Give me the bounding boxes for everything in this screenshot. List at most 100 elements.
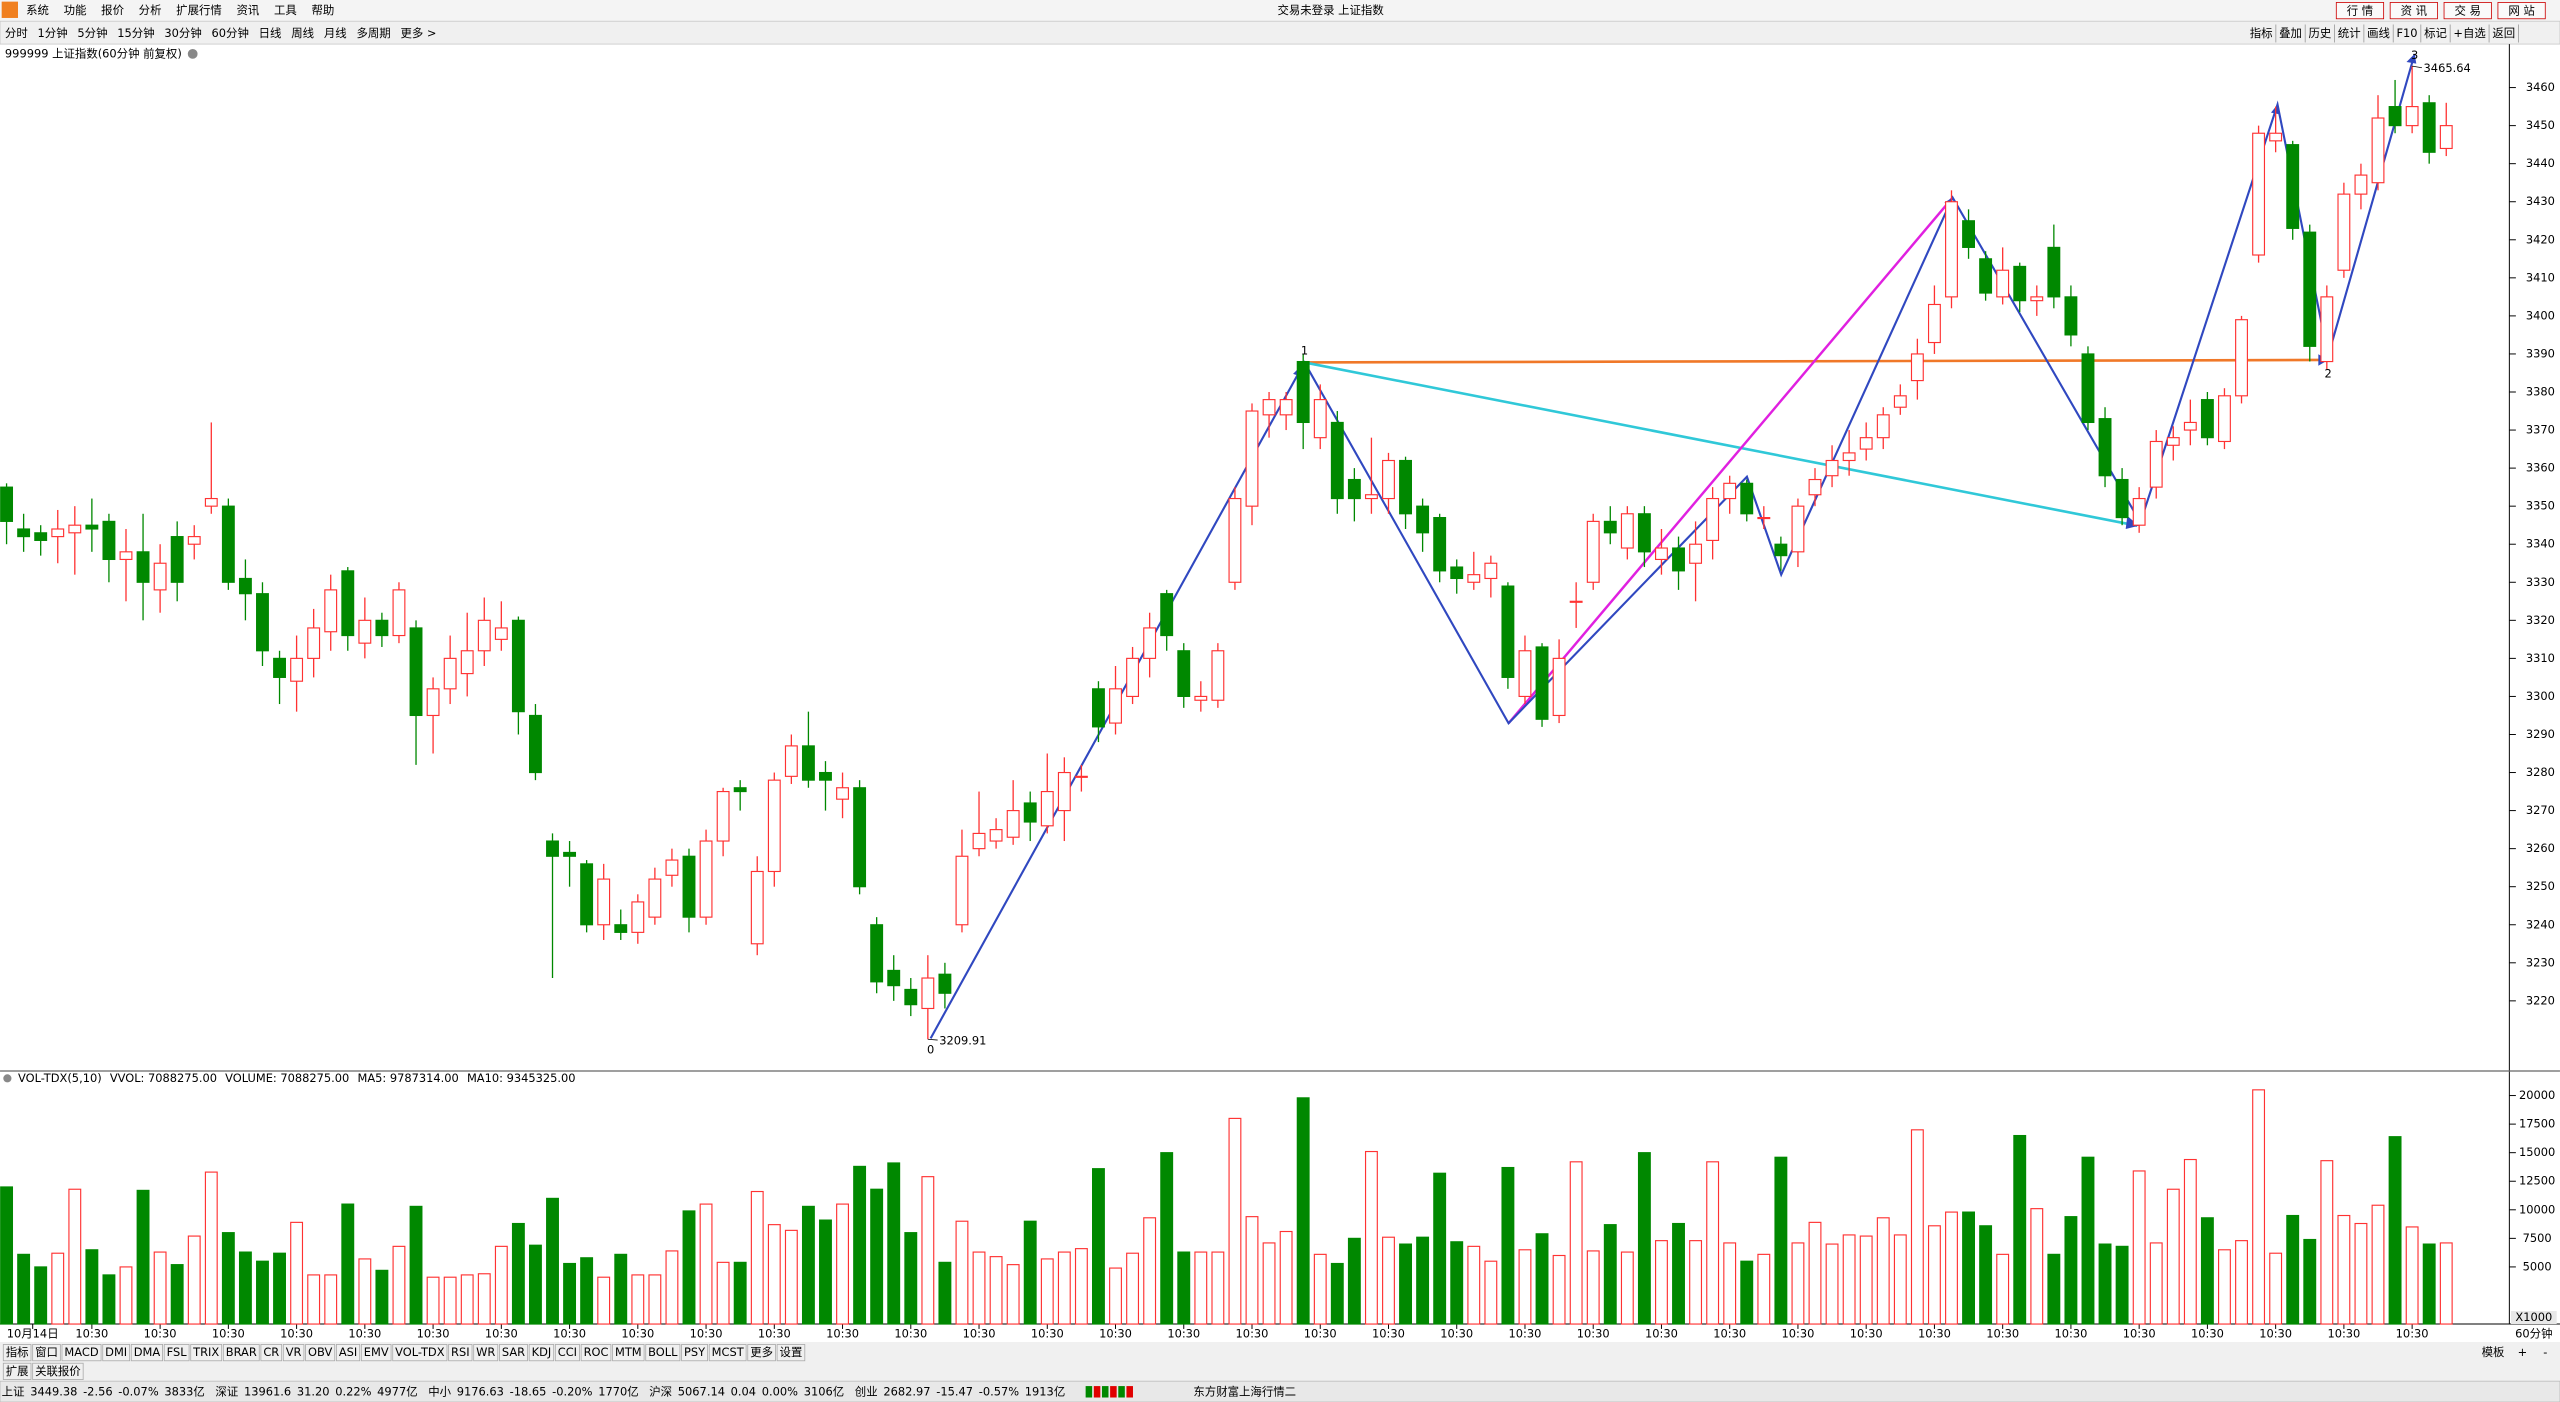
indicator-tab[interactable]: RSI (451, 1345, 470, 1359)
indicator-tab[interactable]: ASI (339, 1345, 357, 1359)
menu-item[interactable]: 报价 (101, 3, 124, 17)
candle-body (801, 745, 815, 781)
candle-body (1347, 478, 1361, 500)
indicator-tab[interactable]: BOLL (648, 1345, 678, 1359)
volume-bar (1279, 1230, 1293, 1325)
tool-button[interactable]: 画线 (2367, 26, 2390, 40)
chart-title: 999999 上证指数(60分钟 前复权) (5, 46, 182, 60)
candle-body (1279, 399, 1293, 416)
candle-body (767, 779, 781, 873)
tool-button[interactable]: 返回 (2492, 26, 2515, 40)
candle-body (597, 878, 611, 926)
menu-item[interactable]: 分析 (139, 3, 162, 17)
volume-bar (1518, 1249, 1532, 1325)
menu-item[interactable]: 资讯 (237, 3, 260, 17)
window-button-frame (2389, 2, 2438, 20)
indicator-tab[interactable]: FSL (167, 1345, 188, 1359)
indicator-tab[interactable]: 指标 (6, 1345, 29, 1359)
indicator-tab[interactable]: 更多 (750, 1345, 773, 1359)
indicator-tab[interactable]: MACD (64, 1345, 98, 1359)
period-tab[interactable]: 多周期 (356, 26, 390, 40)
indicator-tab[interactable]: ROC (584, 1345, 609, 1359)
volume-bar (529, 1244, 542, 1325)
y-tick-label: 3450 (2526, 118, 2555, 132)
indicator-tab[interactable]: WR (476, 1345, 495, 1359)
volume-bar (972, 1251, 986, 1325)
indicator-tab[interactable]: CCI (558, 1345, 577, 1359)
indicator-tab[interactable]: VR (286, 1345, 302, 1359)
tool-button[interactable]: +自选 (2453, 26, 2486, 40)
indicator-tab[interactable]: DMA (134, 1345, 161, 1359)
tool-button[interactable]: 统计 (2338, 26, 2361, 40)
window-button[interactable]: 交 易 (2454, 3, 2480, 17)
period-tab[interactable]: 5分钟 (77, 26, 107, 40)
title-icon (187, 48, 198, 59)
period-tab[interactable]: 更多 > (401, 26, 437, 40)
wave-label: 0 (927, 1042, 934, 1056)
indicator-tab[interactable]: BRAR (226, 1345, 257, 1359)
volume-bar (1927, 1225, 1941, 1325)
menu-item[interactable]: 扩展行情 (176, 3, 222, 17)
right-control[interactable]: 模板 (2482, 1345, 2505, 1359)
period-tab[interactable]: 分时 (5, 26, 28, 40)
period-tab[interactable]: 周线 (291, 26, 314, 40)
period-tab[interactable]: 月线 (324, 26, 347, 40)
indicator-tab[interactable]: CR (263, 1345, 279, 1359)
menu-item[interactable]: 功能 (64, 3, 87, 17)
candle-body (1655, 547, 1668, 561)
volume-bar (1791, 1242, 1805, 1325)
tool-button[interactable]: 标记 (2424, 26, 2447, 40)
volume-bar (2320, 1160, 2334, 1325)
menu-item[interactable]: 工具 (274, 3, 297, 17)
menu-item[interactable]: 系统 (26, 3, 49, 17)
indicator-tab[interactable]: EMV (364, 1345, 389, 1359)
status-amount: 1770亿 (598, 1384, 638, 1398)
status-name: 中小 (428, 1384, 451, 1398)
indicator-tab[interactable]: 设置 (780, 1345, 803, 1359)
candle-body (426, 688, 440, 717)
indicator-tab[interactable]: MCST (712, 1345, 744, 1359)
x-tick-label: 10:30 (1509, 1326, 1542, 1340)
indicator-tab[interactable]: OBV (308, 1345, 332, 1359)
sub-tab[interactable]: 关联报价 (35, 1364, 81, 1378)
tool-button[interactable]: 叠加 (2279, 26, 2302, 40)
volume-bar (494, 1245, 508, 1325)
period-tab[interactable]: 30分钟 (164, 26, 201, 40)
status-amount: 3833亿 (164, 1384, 204, 1398)
indicator-tab[interactable]: MTM (615, 1345, 642, 1359)
indicator-tab[interactable]: VOL-TDX (395, 1345, 445, 1359)
period-tab[interactable]: 60分钟 (212, 26, 249, 40)
indicator-tab[interactable]: 窗口 (35, 1345, 58, 1359)
sub-tab[interactable]: 扩展 (6, 1364, 29, 1378)
period-tab[interactable]: 15分钟 (117, 26, 154, 40)
indicator-tab[interactable]: SAR (502, 1345, 525, 1359)
status-change: -2.56 (83, 1384, 113, 1398)
candle-body (375, 619, 389, 637)
candle-body (2030, 296, 2044, 302)
volume-bar (2081, 1156, 2095, 1325)
period-tab[interactable]: 日线 (259, 26, 282, 40)
tool-button[interactable]: 历史 (2308, 26, 2331, 40)
tool-button[interactable]: 指标 (2250, 26, 2273, 40)
candle-body (0, 486, 14, 522)
indicator-tab[interactable]: TRIX (192, 1345, 219, 1359)
window-button[interactable]: 网 站 (2508, 3, 2534, 17)
right-control[interactable]: - (2543, 1345, 2547, 1359)
volume-bar (511, 1222, 525, 1325)
status-amount: 1913亿 (1025, 1384, 1065, 1398)
window-button[interactable]: 行 情 (2347, 3, 2373, 17)
right-control[interactable]: + (2518, 1345, 2528, 1359)
x-tick-label: 10:30 (1782, 1326, 1815, 1340)
indicator-tab[interactable]: KDJ (532, 1345, 552, 1359)
status-pct: -0.20% (552, 1384, 593, 1398)
menu-item[interactable]: 帮助 (312, 3, 335, 17)
x-tick-label: 10:30 (1031, 1326, 1064, 1340)
volume-bar (2149, 1242, 2163, 1325)
window-button[interactable]: 资 讯 (2401, 3, 2428, 17)
indicator-tab[interactable]: PSY (684, 1345, 705, 1359)
volume-bar (1962, 1211, 1976, 1325)
tool-button[interactable]: F10 (2396, 26, 2417, 40)
period-tab[interactable]: 1分钟 (38, 26, 68, 40)
indicator-tab[interactable]: DMI (105, 1345, 127, 1359)
indicator-tab-frame (392, 1344, 448, 1362)
